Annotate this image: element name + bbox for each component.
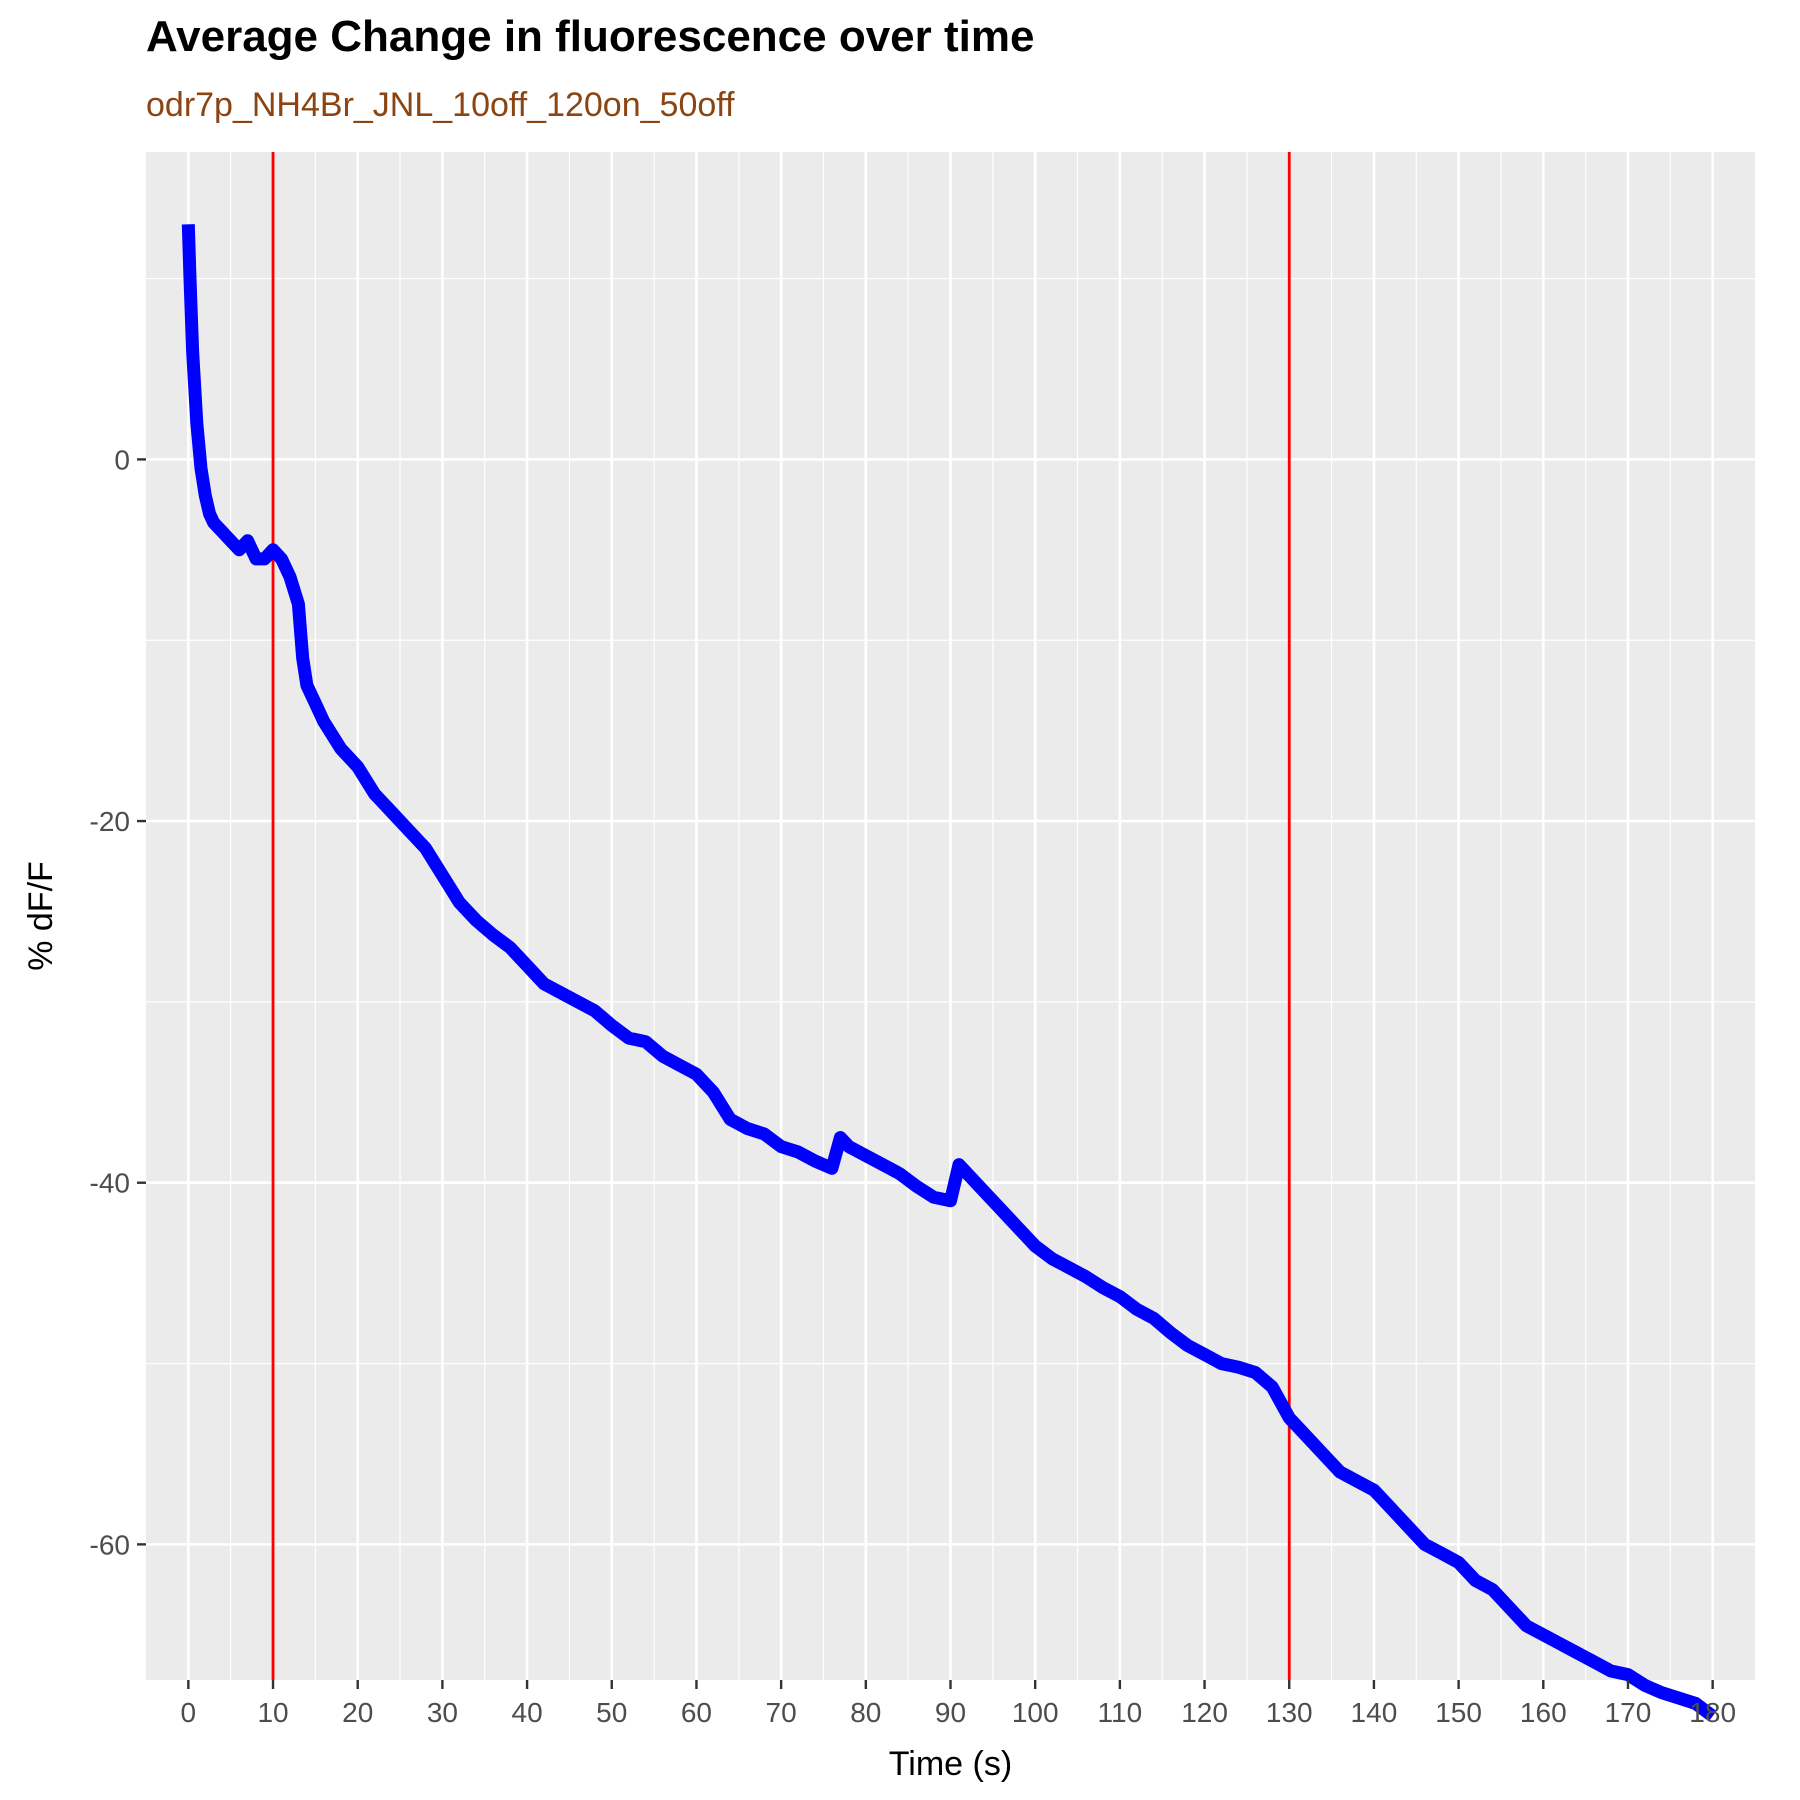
- x-tick-label: 30: [427, 1697, 458, 1728]
- x-tick-label: 110: [1098, 1697, 1143, 1728]
- x-tick-label: 40: [512, 1697, 543, 1728]
- x-tick-label: 50: [596, 1697, 627, 1728]
- y-tick-label: -40: [90, 1168, 130, 1199]
- x-axis-label: Time (s): [889, 1745, 1012, 1783]
- series-layer: [181, 224, 1717, 1722]
- x-tick-label: 170: [1605, 1697, 1652, 1728]
- x-tick-label: 160: [1520, 1697, 1567, 1728]
- x-tick-label: 130: [1266, 1697, 1313, 1728]
- series-line: [181, 224, 1717, 1722]
- x-tick-label: 140: [1351, 1697, 1398, 1728]
- x-tick-label: 150: [1435, 1697, 1482, 1728]
- x-tick-label: 120: [1181, 1697, 1228, 1728]
- y-tick-label: -60: [90, 1529, 130, 1560]
- x-tick-label: 100: [1012, 1697, 1059, 1728]
- x-tick-label: 20: [342, 1697, 373, 1728]
- y-axis: 0 -20 -40 -60: [90, 444, 146, 1560]
- chart-subtitle: odr7p_NH4Br_JNL_10off_120on_50off: [146, 86, 735, 124]
- chart-title: Average Change in fluorescence over time: [146, 12, 1035, 61]
- x-tick-label: 10: [257, 1697, 288, 1728]
- x-axis: 0 10 20 30 40 50 60 70 80 90 100 110 120 130 140 150 160…: [181, 1680, 1736, 1728]
- x-tick-label: 60: [681, 1697, 712, 1728]
- x-tick-label: 70: [766, 1697, 797, 1728]
- y-tick-label: 0: [114, 444, 130, 475]
- x-tick-label: 80: [850, 1697, 881, 1728]
- x-tick-label: 0: [181, 1697, 197, 1728]
- x-tick-label: 90: [935, 1697, 966, 1728]
- y-axis-label: % dF/F: [22, 861, 60, 971]
- y-tick-label: -20: [90, 806, 130, 837]
- x-tick-label: 180: [1689, 1697, 1736, 1728]
